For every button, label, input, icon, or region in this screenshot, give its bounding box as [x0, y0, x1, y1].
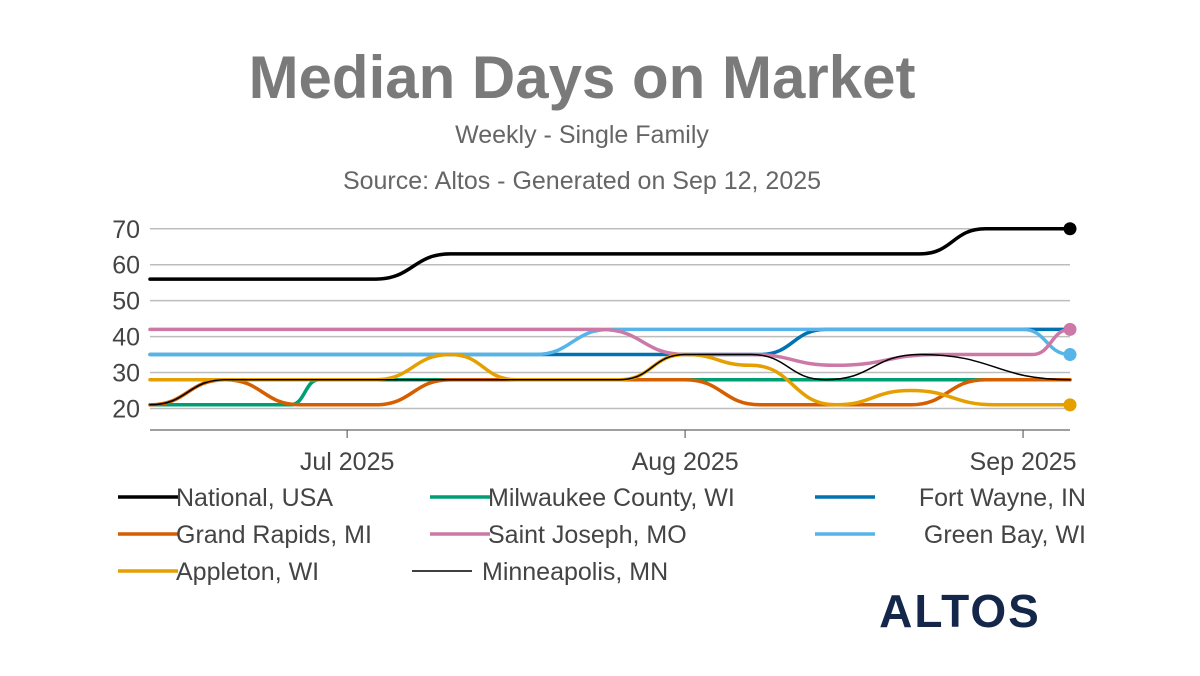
axes: 20 30 40 50 60 70 Jul 2025 Aug 2025 Sep 2025 [112, 216, 1076, 476]
series-end-marker-saint-joseph-mo [1063, 322, 1077, 336]
x-tick-label: Sep 2025 [970, 448, 1077, 476]
legend-label: Milwaukee County, WI [488, 484, 735, 512]
y-tick-label: 20 [112, 395, 140, 423]
y-tick-label: 70 [112, 216, 140, 244]
series-line-national-usa [148, 227, 1072, 281]
series-line-saint-joseph-mo [148, 327, 1072, 368]
legend: National, USA Milwaukee County, WI Fort Wa… [118, 484, 1086, 586]
legend-label: Green Bay, WI [924, 521, 1086, 549]
series-line-green-bay-wi [148, 327, 1072, 357]
y-tick-label: 50 [112, 288, 140, 316]
x-tick-label: Aug 2025 [632, 448, 739, 476]
y-tick-label: 40 [112, 324, 140, 352]
series-end-marker-green-bay-wi [1063, 348, 1077, 362]
x-tick-label: Jul 2025 [300, 448, 395, 476]
series-end-marker-national-usa [1063, 222, 1077, 236]
legend-label: National, USA [176, 484, 333, 512]
legend-label: Grand Rapids, MI [176, 521, 372, 549]
series-line-minneapolis-mn [149, 353, 1071, 406]
legend-label: Fort Wayne, IN [919, 484, 1086, 512]
y-tick-label: 30 [112, 360, 140, 388]
legend-label: Appleton, WI [176, 558, 319, 586]
y-tick-label: 60 [112, 252, 140, 280]
legend-label: Minneapolis, MN [482, 558, 668, 586]
grid [150, 228, 1070, 410]
chart-subtitle: Weekly - Single Family [455, 121, 709, 149]
chart-title: Median Days on Market [249, 44, 916, 111]
plot-area [148, 222, 1077, 412]
series-line-fort-wayne-in [148, 327, 1072, 357]
legend-label: Saint Joseph, MO [488, 521, 687, 549]
altos-logo: ALTOS [879, 585, 1041, 637]
series-end-marker-appleton-wi [1063, 398, 1077, 412]
chart-source: Source: Altos - Generated on Sep 12, 202… [343, 167, 821, 195]
